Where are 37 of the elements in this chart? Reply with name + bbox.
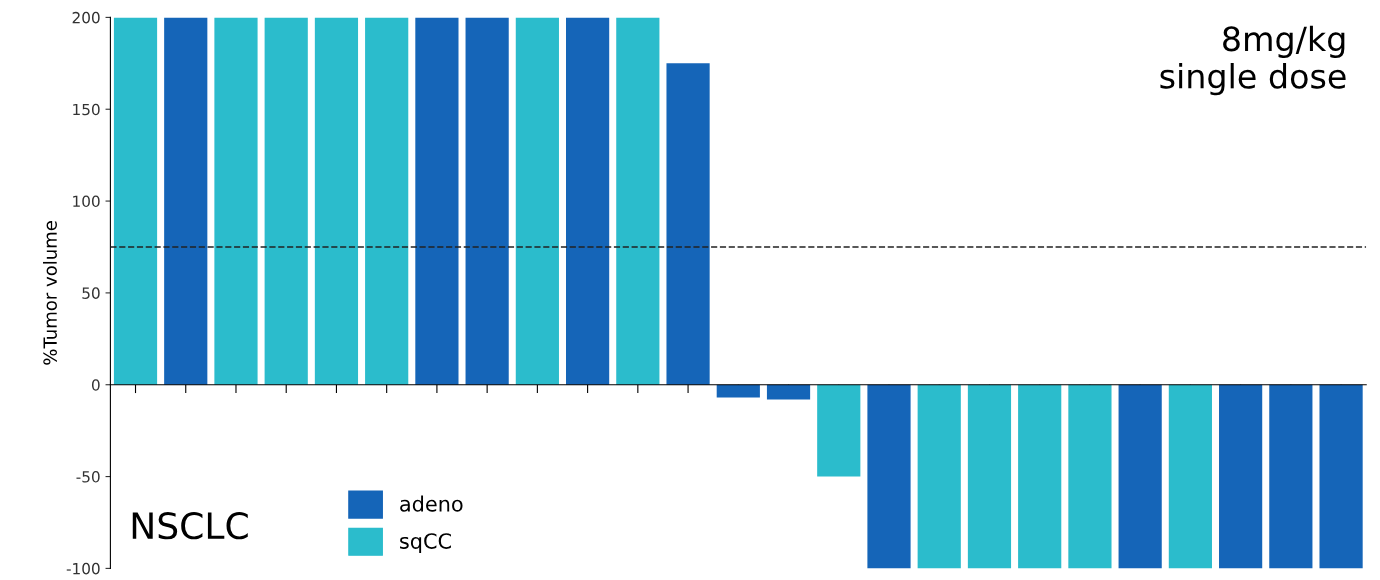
legend-label: adeno [400,495,463,512]
bar [817,384,861,477]
y-tick-label: 50 [82,287,100,299]
bar [1168,384,1212,569]
legend-label: sqCC [400,533,451,553]
bar [465,17,509,385]
annotation: 8mg/kg single dose [1160,25,1346,96]
bar [917,384,961,569]
bar [264,17,308,385]
y-tick-label: 0 [91,379,100,391]
y-tick-label: -50 [76,471,100,483]
bar [1219,384,1263,569]
bar [967,384,1012,569]
bar [214,17,258,385]
bar [415,17,459,385]
bar [716,384,760,398]
bar [1118,384,1162,569]
bar [515,17,559,385]
bar [113,17,158,385]
bar [1018,384,1062,569]
y-tick-label: -100 [66,562,100,575]
y-axis-title: %Tumor volume [42,221,57,365]
bar [314,17,359,385]
bar [1269,384,1313,569]
bar [365,17,409,385]
bar [666,63,710,385]
bar [867,384,911,569]
y-tick-label: 100 [73,195,100,208]
bar [566,17,610,385]
bar [1068,384,1112,569]
bar [766,384,811,400]
y-tick-label: 200 [72,11,100,24]
bar [164,17,208,385]
bar [616,17,660,385]
bar [1319,384,1363,569]
y-tick-label: 150 [73,103,100,116]
annotation: NSCLC [132,512,248,540]
